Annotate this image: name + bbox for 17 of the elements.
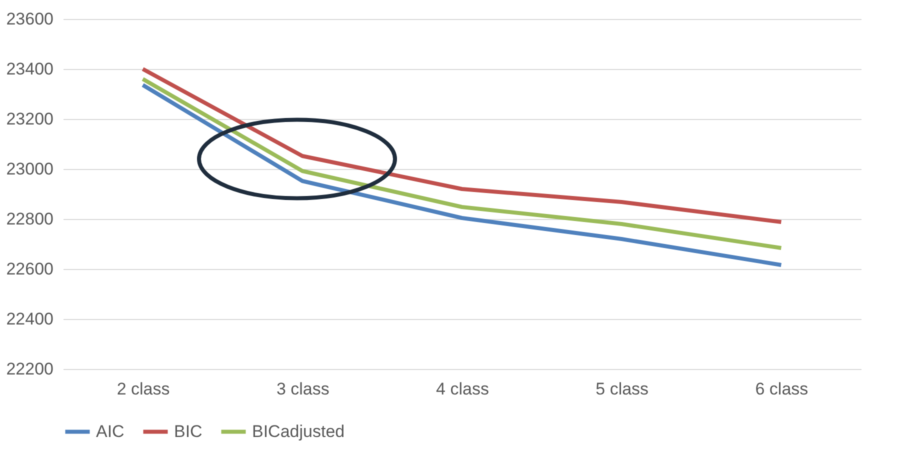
y-tick-label: 22200 xyxy=(6,360,54,378)
y-tick-label: 23000 xyxy=(6,160,54,178)
legend-label: BIC xyxy=(174,422,202,441)
x-tick-label: 2 class xyxy=(116,380,170,398)
y-tick-label: 22800 xyxy=(6,210,54,228)
x-tick-label: 6 class xyxy=(755,380,808,398)
y-tick-label: 22600 xyxy=(6,260,54,278)
x-tick-label: 3 class xyxy=(276,380,330,398)
y-tick-label: 23200 xyxy=(6,110,54,128)
x-tick-label: 5 class xyxy=(596,380,649,398)
x-tick-label: 4 class xyxy=(436,380,489,398)
y-tick-label: 22400 xyxy=(6,310,54,328)
legend-label: AIC xyxy=(96,422,124,441)
y-tick-label: 23400 xyxy=(6,60,54,78)
line-series xyxy=(140,67,784,224)
y-tick-label: 23600 xyxy=(6,10,54,28)
legend-label: BICadjusted xyxy=(252,422,345,441)
